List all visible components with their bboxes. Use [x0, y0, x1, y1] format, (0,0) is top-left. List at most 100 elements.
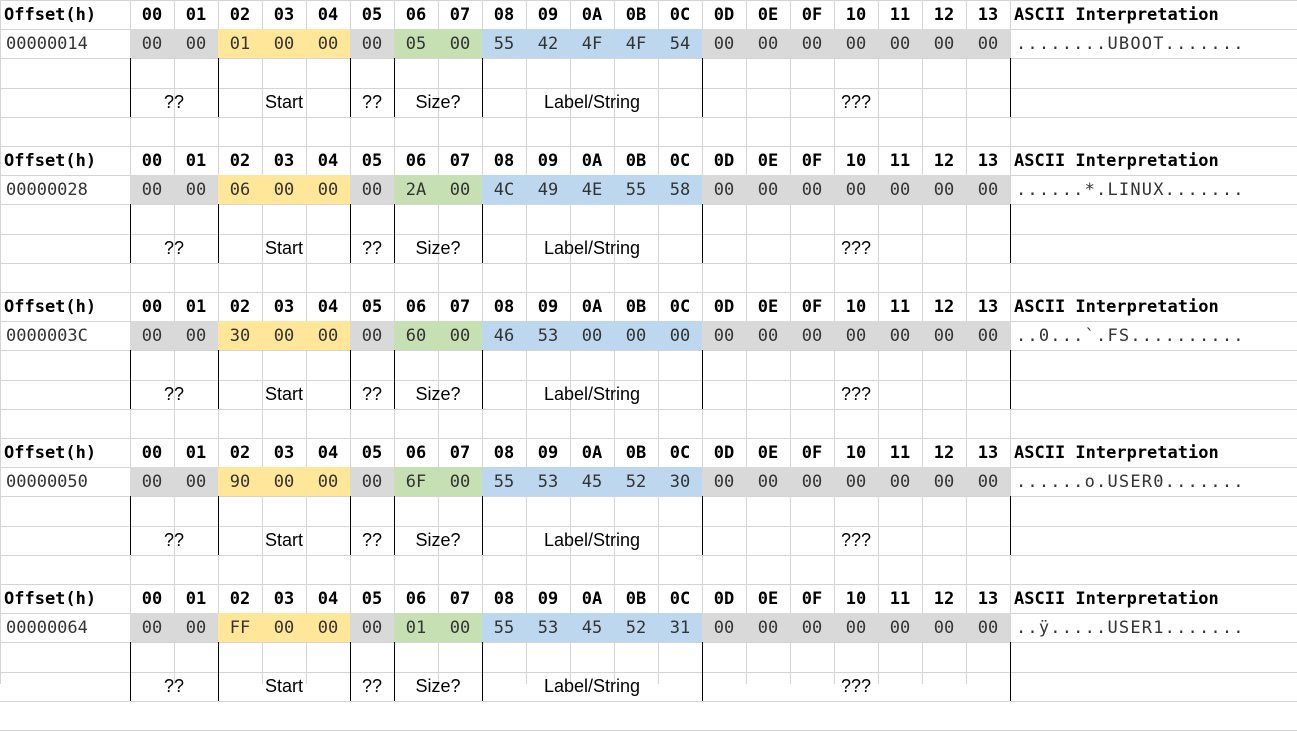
byte-cell[interactable]: 55: [482, 29, 526, 58]
byte-cell[interactable]: 00: [878, 175, 922, 204]
byte-cell[interactable]: 00: [922, 613, 966, 642]
byte-cell[interactable]: 00: [174, 175, 218, 204]
byte-cell[interactable]: 00: [262, 321, 306, 350]
byte-cell[interactable]: 55: [614, 175, 658, 204]
byte-cell[interactable]: 00: [174, 321, 218, 350]
byte-cell[interactable]: FF: [218, 613, 262, 642]
byte-cell[interactable]: 00: [702, 613, 746, 642]
byte-cell[interactable]: 45: [570, 467, 614, 496]
byte-cell[interactable]: 53: [526, 321, 570, 350]
byte-cell[interactable]: 53: [526, 613, 570, 642]
byte-cell[interactable]: 00: [350, 467, 394, 496]
byte-cell[interactable]: 00: [702, 467, 746, 496]
byte-cell[interactable]: 45: [570, 613, 614, 642]
byte-cell[interactable]: 06: [218, 175, 262, 204]
byte-cell[interactable]: 00: [746, 467, 790, 496]
byte-cell[interactable]: 00: [878, 467, 922, 496]
byte-cell[interactable]: 00: [790, 321, 834, 350]
byte-cell[interactable]: 00: [790, 613, 834, 642]
byte-cell[interactable]: 00: [746, 175, 790, 204]
byte-cell[interactable]: 54: [658, 29, 702, 58]
byte-cell[interactable]: 00: [966, 467, 1010, 496]
byte-cell[interactable]: 00: [306, 467, 350, 496]
byte-cell[interactable]: 01: [394, 613, 438, 642]
byte-cell[interactable]: 00: [790, 29, 834, 58]
byte-cell[interactable]: 00: [350, 613, 394, 642]
byte-cell[interactable]: 00: [922, 29, 966, 58]
byte-cell[interactable]: 00: [702, 321, 746, 350]
byte-cell[interactable]: 00: [350, 29, 394, 58]
byte-cell[interactable]: 00: [306, 175, 350, 204]
byte-cell[interactable]: 00: [570, 321, 614, 350]
byte-cell[interactable]: 00: [790, 175, 834, 204]
byte-cell[interactable]: 00: [130, 321, 174, 350]
byte-cell[interactable]: 00: [878, 613, 922, 642]
byte-cell[interactable]: 00: [966, 613, 1010, 642]
byte-cell[interactable]: 00: [834, 321, 878, 350]
byte-cell[interactable]: 00: [834, 467, 878, 496]
byte-cell[interactable]: 00: [790, 467, 834, 496]
byte-cell[interactable]: 00: [130, 613, 174, 642]
byte-cell[interactable]: 01: [218, 29, 262, 58]
byte-cell[interactable]: 00: [922, 321, 966, 350]
byte-cell[interactable]: 00: [174, 613, 218, 642]
byte-cell[interactable]: 49: [526, 175, 570, 204]
byte-cell[interactable]: 46: [482, 321, 526, 350]
byte-cell[interactable]: 00: [306, 613, 350, 642]
byte-cell[interactable]: 2A: [394, 175, 438, 204]
byte-cell[interactable]: 58: [658, 175, 702, 204]
byte-cell[interactable]: 00: [438, 613, 482, 642]
byte-cell[interactable]: 42: [526, 29, 570, 58]
byte-cell[interactable]: 90: [218, 467, 262, 496]
byte-cell[interactable]: 00: [746, 321, 790, 350]
byte-cell[interactable]: 00: [966, 321, 1010, 350]
byte-cell[interactable]: 00: [922, 175, 966, 204]
byte-cell[interactable]: 00: [262, 467, 306, 496]
byte-cell[interactable]: 00: [174, 467, 218, 496]
byte-cell[interactable]: 00: [438, 29, 482, 58]
byte-cell[interactable]: 00: [306, 29, 350, 58]
byte-cell[interactable]: 00: [966, 29, 1010, 58]
byte-cell[interactable]: 00: [438, 467, 482, 496]
byte-cell[interactable]: 60: [394, 321, 438, 350]
byte-cell[interactable]: 00: [878, 29, 922, 58]
byte-cell[interactable]: 00: [702, 29, 746, 58]
byte-cell[interactable]: 30: [658, 467, 702, 496]
byte-cell[interactable]: 6F: [394, 467, 438, 496]
byte-cell[interactable]: 00: [130, 29, 174, 58]
byte-cell[interactable]: 00: [262, 613, 306, 642]
byte-cell[interactable]: 00: [658, 321, 702, 350]
byte-cell[interactable]: 00: [438, 321, 482, 350]
byte-cell[interactable]: 30: [218, 321, 262, 350]
byte-cell[interactable]: 00: [834, 613, 878, 642]
byte-cell[interactable]: 4F: [570, 29, 614, 58]
byte-cell[interactable]: 00: [922, 467, 966, 496]
byte-cell[interactable]: 55: [482, 613, 526, 642]
byte-cell[interactable]: 00: [350, 321, 394, 350]
byte-cell[interactable]: 00: [438, 175, 482, 204]
byte-cell[interactable]: 00: [878, 321, 922, 350]
byte-cell[interactable]: 00: [350, 175, 394, 204]
byte-cell[interactable]: 00: [746, 613, 790, 642]
byte-cell[interactable]: 55: [482, 467, 526, 496]
byte-cell[interactable]: 00: [174, 29, 218, 58]
byte-cell[interactable]: 00: [130, 175, 174, 204]
byte-cell[interactable]: 00: [262, 175, 306, 204]
byte-cell[interactable]: 00: [966, 175, 1010, 204]
byte-cell[interactable]: 00: [702, 175, 746, 204]
byte-cell[interactable]: 52: [614, 613, 658, 642]
byte-cell[interactable]: 52: [614, 467, 658, 496]
byte-cell[interactable]: 00: [306, 321, 350, 350]
byte-cell[interactable]: 00: [262, 29, 306, 58]
byte-cell[interactable]: 05: [394, 29, 438, 58]
byte-cell[interactable]: 00: [746, 29, 790, 58]
byte-cell[interactable]: 00: [834, 29, 878, 58]
byte-cell[interactable]: 00: [834, 175, 878, 204]
byte-cell[interactable]: 00: [130, 467, 174, 496]
byte-cell[interactable]: 4F: [614, 29, 658, 58]
byte-cell[interactable]: 4E: [570, 175, 614, 204]
byte-cell[interactable]: 31: [658, 613, 702, 642]
byte-cell[interactable]: 53: [526, 467, 570, 496]
byte-cell[interactable]: 00: [614, 321, 658, 350]
byte-cell[interactable]: 4C: [482, 175, 526, 204]
